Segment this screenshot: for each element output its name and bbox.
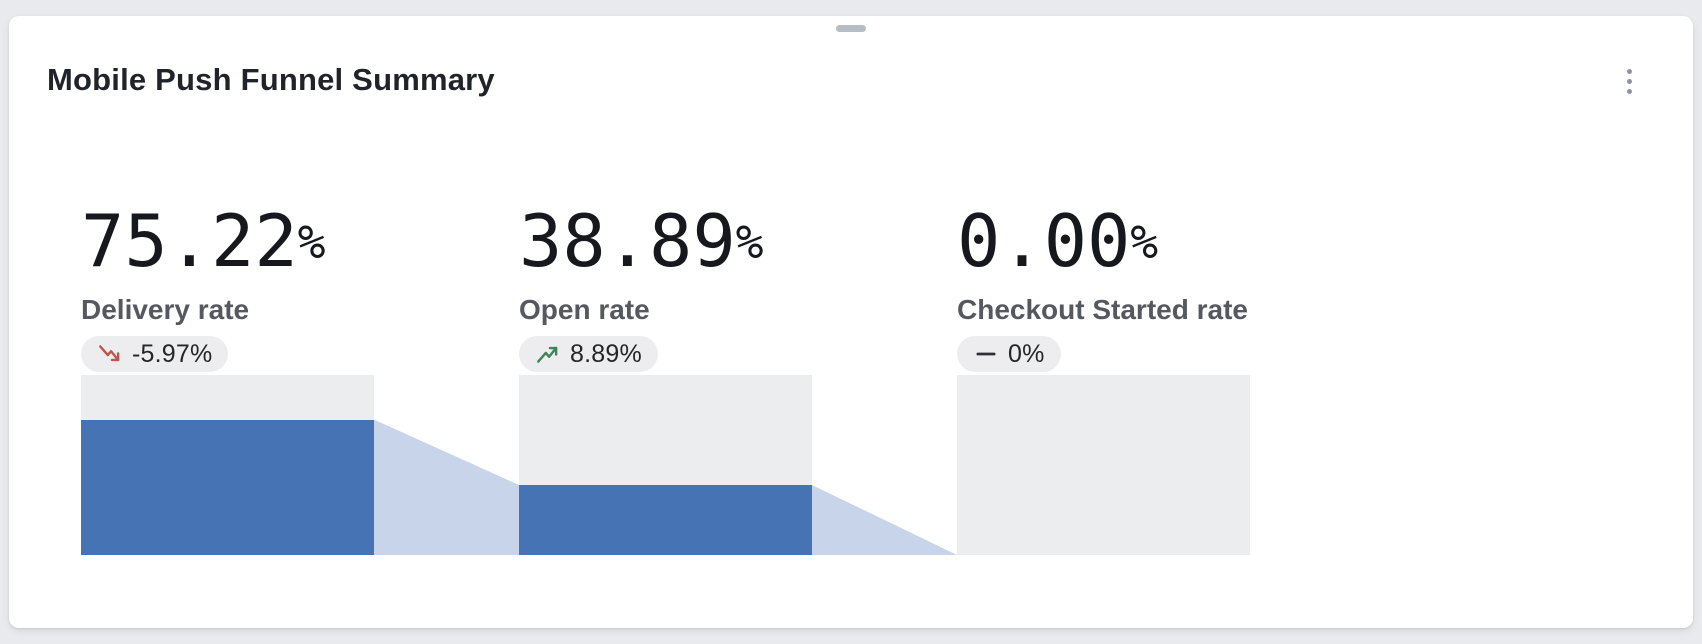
- stat-delivery-rate: 75.22% Delivery rate -5.97%: [81, 205, 519, 372]
- funnel-chart: [81, 375, 1250, 555]
- trending-up-icon: [535, 341, 561, 367]
- funnel-connector-2: [812, 484, 957, 555]
- checkout-started-rate-label: Checkout Started rate: [957, 294, 1248, 325]
- delivery-rate-delta: -5.97%: [132, 339, 213, 368]
- open-rate-value: 38.89%: [519, 199, 764, 283]
- funnel-bar-open-fill: [519, 485, 812, 555]
- kebab-menu-icon: [1626, 68, 1632, 74]
- open-rate-label: Open rate: [519, 294, 650, 325]
- checkout-started-rate-delta-badge: 0%: [957, 336, 1061, 372]
- card-title: Mobile Push Funnel Summary: [47, 62, 495, 97]
- delivery-rate-delta-badge: -5.97%: [81, 336, 229, 372]
- checkout-started-rate-value: 0.00%: [957, 199, 1159, 283]
- delivery-rate-value: 75.22%: [81, 199, 326, 283]
- funnel-bar-open: [519, 375, 812, 555]
- open-rate-delta: 8.89%: [570, 339, 642, 368]
- stat-open-rate: 38.89% Open rate 8.89%: [519, 205, 957, 372]
- funnel-bar-delivery: [81, 375, 374, 555]
- delivery-rate-label: Delivery rate: [81, 294, 250, 325]
- funnel-connector-1: [374, 419, 519, 555]
- trending-down-icon: [97, 341, 123, 367]
- funnel-bar-checkout: [957, 375, 1250, 555]
- open-rate-delta-badge: 8.89%: [519, 336, 658, 372]
- stat-checkout-started-rate: 0.00% Checkout Started rate 0%: [957, 205, 1395, 372]
- checkout-started-rate-delta: 0%: [1008, 339, 1045, 368]
- funnel-summary-card: Mobile Push Funnel Summary 75.22% Delive…: [9, 16, 1693, 628]
- flat-trend-dash-icon: [973, 341, 999, 367]
- drag-handle[interactable]: [836, 25, 866, 32]
- funnel-stats-row: 75.22% Delivery rate -5.97% 38.89% Open: [81, 205, 1411, 375]
- kebab-menu-button[interactable]: [1610, 57, 1648, 105]
- funnel-bar-delivery-fill: [81, 419, 374, 555]
